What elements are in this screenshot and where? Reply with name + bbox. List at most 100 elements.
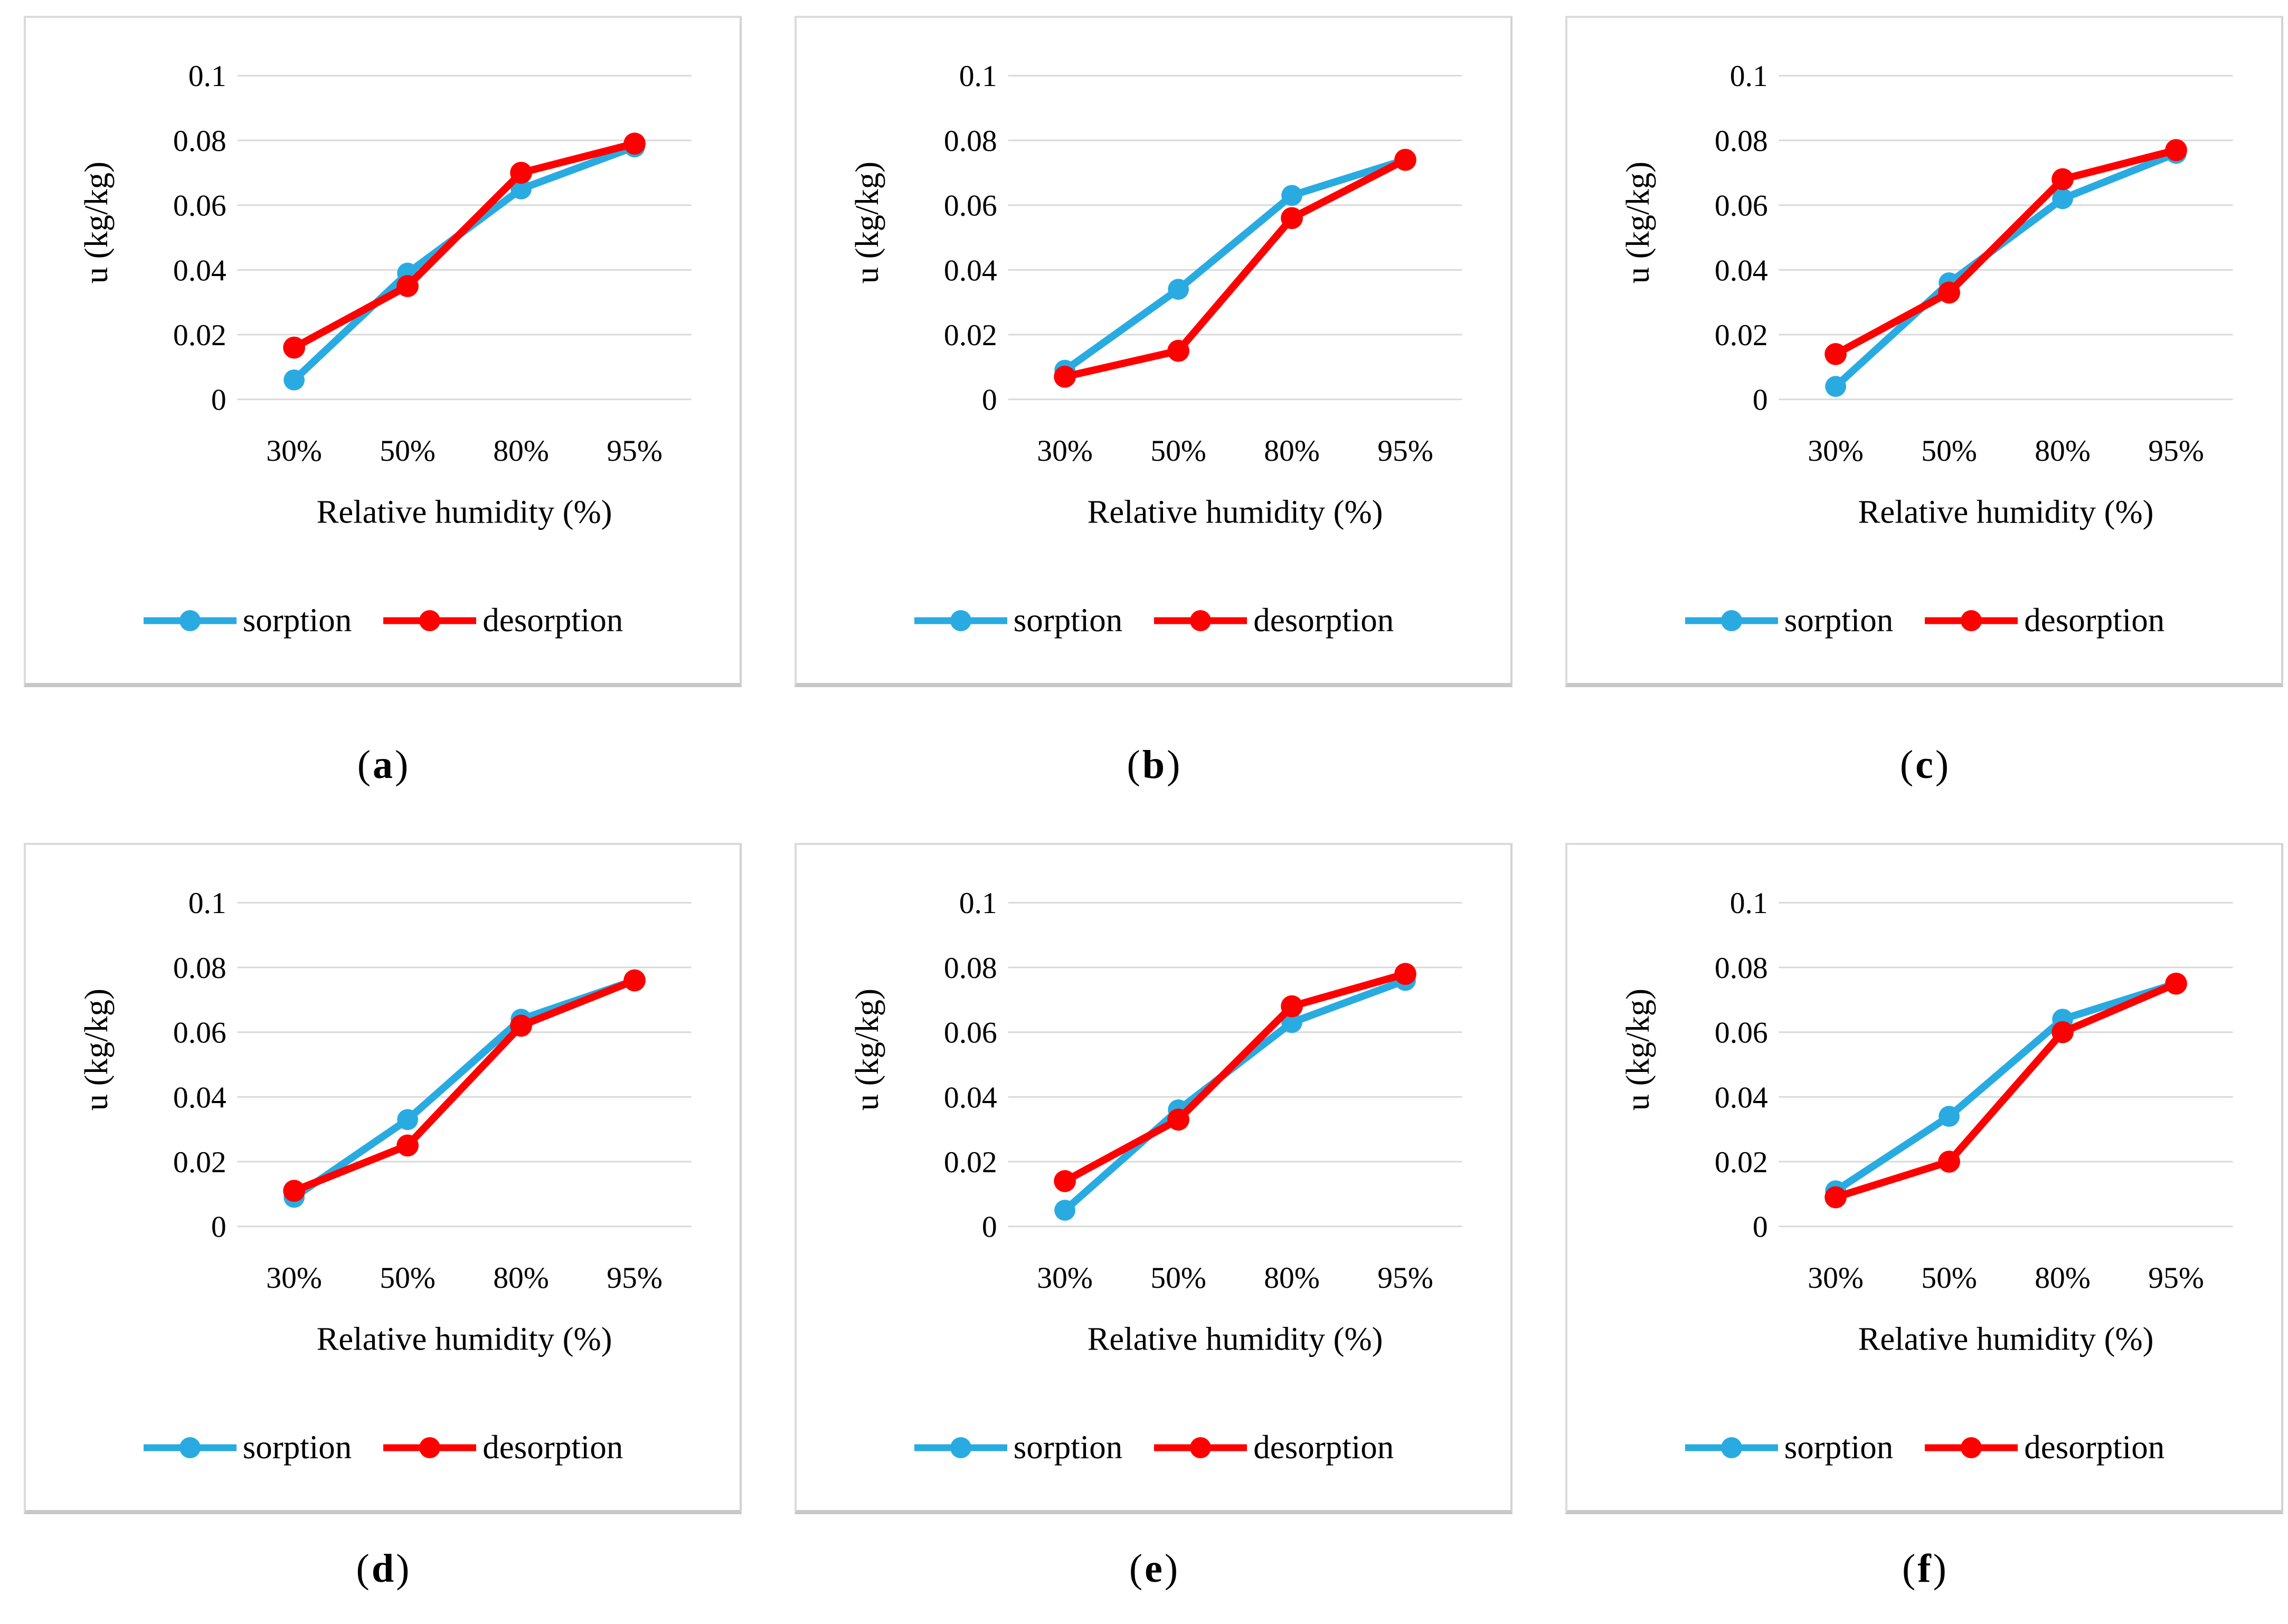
x-tick-label: 80%: [493, 434, 549, 468]
y-tick-label: 0: [211, 384, 226, 417]
marker-desorption: [283, 336, 305, 359]
sorption-line-marker-icon: [1685, 610, 1778, 631]
sorption-desorption-chart-e: 0 0.02 0.04 0.06 0.08 0.1 30% 50% 80% 95% Relative…: [848, 887, 1462, 1357]
legend-item-desorption: desorption: [1924, 1431, 2164, 1464]
marker-sorption: [1281, 1012, 1302, 1033]
y-tick-label: 0.1: [959, 887, 997, 920]
x-tick-label: 80%: [2035, 434, 2091, 468]
marker-desorption: [396, 275, 419, 297]
x-tick-label: 30%: [1037, 1261, 1093, 1295]
chart-panel-c: 0 0.02 0.04 0.06 0.08 0.1 30% 50% 80% 95% Relative…: [1565, 16, 2283, 687]
series-line-desorption: [1832, 146, 2180, 358]
marker-desorption: [1394, 148, 1416, 171]
legend-item-sorption: sorption: [1684, 604, 1893, 637]
x-tick-label: 50%: [380, 1261, 436, 1295]
x-tick-label: 95%: [607, 1261, 663, 1295]
y-tick-label: 0.04: [173, 254, 226, 287]
legend-label-sorption: sorption: [1784, 1429, 1894, 1466]
caption-letter: f: [1917, 1546, 1931, 1591]
marker-desorption: [1394, 963, 1416, 985]
subfigure-caption-b: (b): [795, 687, 1512, 843]
x-tick-label: 50%: [1921, 434, 1977, 468]
legend-label-sorption: sorption: [242, 602, 352, 639]
marker-desorption: [2051, 1021, 2074, 1043]
caption-paren: ): [1933, 1546, 1946, 1591]
sorption-desorption-chart-d: 0 0.02 0.04 0.06 0.08 0.1 30% 50% 80% 95% Relative…: [78, 887, 692, 1357]
x-tick-label: 30%: [1808, 434, 1864, 468]
x-tick-label: 95%: [2148, 1261, 2204, 1295]
desorption-line-marker-icon: [383, 1437, 477, 1458]
y-tick-label: 0.08: [173, 952, 226, 985]
caption-paren: ): [1935, 743, 1949, 787]
marker-sorption: [1825, 376, 1847, 397]
x-tick-label: 80%: [1264, 434, 1320, 468]
x-axis-title: Relative humidity (%): [317, 1320, 612, 1357]
sorption-line-marker-icon: [1685, 1437, 1778, 1458]
marker-desorption: [510, 1014, 532, 1037]
x-tick-label: 50%: [1150, 1261, 1206, 1295]
subfigure-caption-d: (d): [24, 1514, 742, 1623]
y-tick-label: 0.02: [1715, 319, 1768, 352]
x-tick-label: 80%: [2035, 1261, 2091, 1295]
subfigure-caption-c: (c): [1565, 687, 2283, 843]
y-tick-label: 0.06: [1715, 189, 1768, 223]
marker-desorption: [1938, 281, 1960, 304]
y-tick-label: 0.02: [944, 1146, 997, 1179]
sorption-line-marker-icon: [143, 610, 237, 631]
y-tick-label: 0.06: [1715, 1017, 1768, 1050]
y-tick-label: 0.06: [173, 189, 226, 223]
y-tick-label: 0.06: [173, 1017, 226, 1050]
y-tick-label: 0.02: [173, 1146, 226, 1179]
sorption-desorption-chart-a: 0 0.02 0.04 0.06 0.08 0.1 30% 50% 80% 95% Relative…: [78, 60, 692, 530]
y-axis-title: u (kg/kg): [1619, 989, 1656, 1110]
marker-sorption: [2052, 188, 2073, 210]
x-axis-title: Relative humidity (%): [317, 493, 612, 530]
y-tick-label: 0.04: [173, 1081, 226, 1114]
legend-item-desorption: desorption: [1924, 604, 2164, 637]
legend-label-desorption: desorption: [1253, 602, 1394, 639]
y-tick-label: 0.02: [173, 319, 226, 352]
y-tick-label: 0.06: [944, 1017, 997, 1050]
series-line-sorption: [290, 143, 639, 384]
marker-desorption: [1054, 1170, 1076, 1192]
desorption-line-marker-icon: [1154, 610, 1247, 631]
y-tick-label: 0.1: [188, 60, 226, 93]
marker-desorption: [396, 1134, 419, 1157]
caption-paren: ): [396, 1546, 410, 1591]
legend-label-desorption: desorption: [2024, 602, 2165, 639]
chart-legend: sorption desorption: [1567, 604, 2281, 637]
chart-panel-f: 0 0.02 0.04 0.06 0.08 0.1 30% 50% 80% 95% Relative…: [1565, 843, 2283, 1514]
legend-label-desorption: desorption: [483, 1429, 623, 1466]
x-axis-title: Relative humidity (%): [1088, 493, 1383, 530]
caption-paren: ): [1167, 743, 1180, 787]
x-tick-label: 30%: [1808, 1261, 1864, 1295]
x-tick-label: 95%: [2148, 434, 2204, 468]
chart-panel-e: 0 0.02 0.04 0.06 0.08 0.1 30% 50% 80% 95% Relative…: [795, 843, 1512, 1514]
subfigure-caption-e: (e): [795, 1514, 1512, 1623]
caption-paren: (: [357, 743, 371, 787]
y-tick-label: 0: [211, 1211, 226, 1244]
series-line-desorption: [290, 976, 639, 1195]
marker-sorption: [1054, 1200, 1076, 1221]
marker-desorption: [1054, 365, 1076, 388]
sorption-line-marker-icon: [914, 610, 1007, 631]
x-tick-label: 95%: [1377, 1261, 1433, 1295]
series-line-desorption: [1061, 970, 1410, 1185]
y-tick-label: 0.04: [1715, 254, 1768, 287]
desorption-line-marker-icon: [1154, 1437, 1247, 1458]
y-tick-label: 0.08: [1715, 125, 1768, 158]
legend-item-desorption: desorption: [1153, 1431, 1394, 1464]
marker-sorption: [510, 178, 532, 200]
desorption-line-marker-icon: [383, 610, 477, 631]
x-tick-label: 50%: [1921, 1261, 1977, 1295]
series-line-desorption: [290, 140, 639, 352]
legend-label-sorption: sorption: [1013, 602, 1123, 639]
y-tick-label: 0.02: [1715, 1146, 1768, 1179]
marker-sorption: [283, 369, 305, 391]
marker-desorption: [283, 1180, 305, 1202]
series-line-desorption: [1832, 980, 2180, 1201]
x-tick-label: 30%: [266, 1261, 322, 1295]
legend-item-sorption: sorption: [913, 602, 1123, 639]
marker-desorption: [623, 132, 646, 155]
legend-item-desorption: desorption: [1153, 604, 1394, 637]
